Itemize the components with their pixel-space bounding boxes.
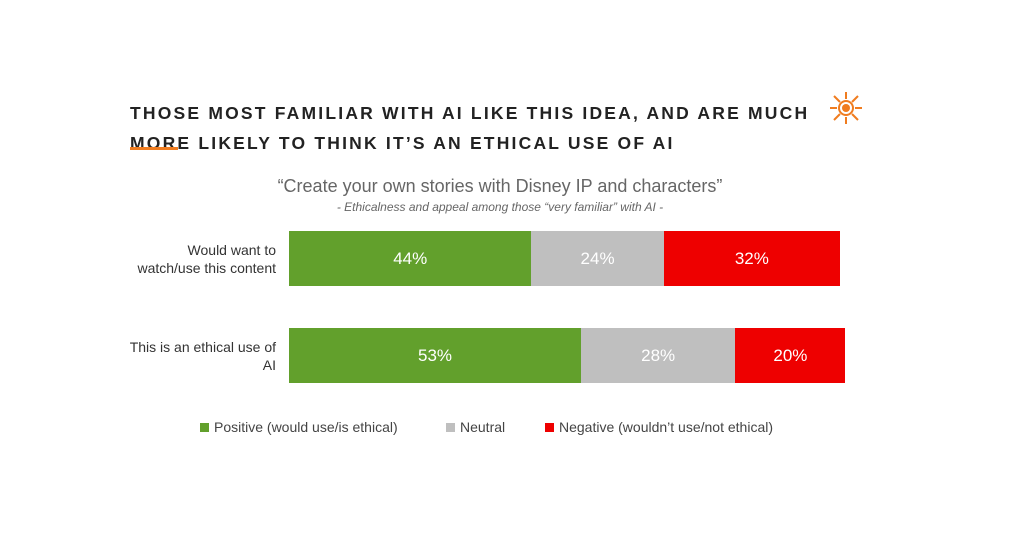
- chart-title: THOSE MOST FAMILIAR WITH AI LIKE THIS ID…: [130, 103, 810, 153]
- bar: 44%: [289, 231, 532, 286]
- bar: 20%: [735, 328, 846, 383]
- title-underline: [130, 147, 178, 150]
- subtitle: “Create your own stories with Disney IP …: [277, 176, 723, 196]
- legend-item: Neutral: [446, 418, 505, 436]
- bar: 28%: [581, 328, 736, 383]
- value-label: 28%: [641, 345, 676, 365]
- legend-swatch: [200, 422, 209, 432]
- value-label: 53%: [417, 345, 453, 365]
- category-label: This is an ethical use of AI: [129, 338, 276, 373]
- category-label: Would want to watch/use this content: [137, 241, 276, 276]
- value-label: 44%: [393, 248, 428, 268]
- value-label: 24%: [580, 248, 615, 268]
- legend-item: Negative (wouldn’t use/not ethical): [545, 418, 773, 436]
- legend-swatch: [545, 422, 554, 432]
- bar: 24%: [531, 231, 664, 286]
- value-label: 32%: [734, 248, 769, 268]
- bar: 32%: [663, 231, 840, 286]
- icon: [830, 92, 862, 124]
- legend-swatch: [446, 422, 455, 432]
- note: - Ethicalness and appeal among those “ve…: [336, 200, 664, 214]
- legend-label: Positive (would use/is ethical): [214, 419, 398, 435]
- legend-label: Negative (wouldn’t use/not ethical): [559, 419, 774, 435]
- value-label: 20%: [773, 345, 808, 365]
- legend-item: Positive (would use/is ethical): [200, 418, 398, 436]
- legend-label: Neutral: [460, 419, 506, 435]
- bar: 53%: [289, 328, 582, 383]
